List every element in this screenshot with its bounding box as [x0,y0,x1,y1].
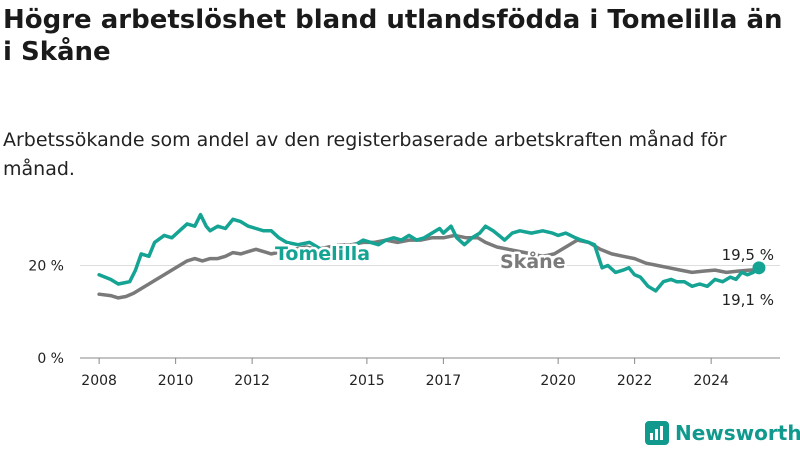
chart-subtitle: Arbetssökande som andel av den registerb… [3,129,727,180]
newsworthy-logo-icon [645,421,669,445]
series-label-skane: Skåne [500,249,566,273]
x-tick-label: 2022 [617,373,653,389]
x-tick-label: 2024 [693,373,729,389]
end-point-tomelilla [752,261,766,275]
axis-layer: 0 % 20 % 2008 2010 2012 2015 2017 2020 2022 2024 [28,259,729,390]
series-layer [97,212,766,300]
brand-logo[interactable]: Newsworthy [645,420,800,446]
x-tick-label: 2017 [426,373,462,389]
end-value-skane: 19,1 % [722,291,774,309]
x-tick-label: 2008 [81,373,117,389]
series-line-skane [97,233,761,300]
x-tick-label: 2012 [234,373,270,389]
label-layer: Tomelilla Skåne 19,5 % 19,1 % [273,241,775,310]
end-value-tomelilla: 19,5 % [722,246,774,264]
x-tick-label: 2010 [158,373,194,389]
brand-name: Newsworthy [675,421,800,445]
x-tick-label: 2015 [349,373,385,389]
series-label-tomelilla: Tomelilla [275,243,370,265]
y-tick-label: 0 % [37,351,64,367]
x-tick-label: 2020 [540,373,576,389]
y-tick-label: 20 % [28,259,64,275]
chart-title: Högre arbetslöshet bland utlandsfödda i … [3,5,783,67]
series-line-tomelilla [97,212,761,293]
